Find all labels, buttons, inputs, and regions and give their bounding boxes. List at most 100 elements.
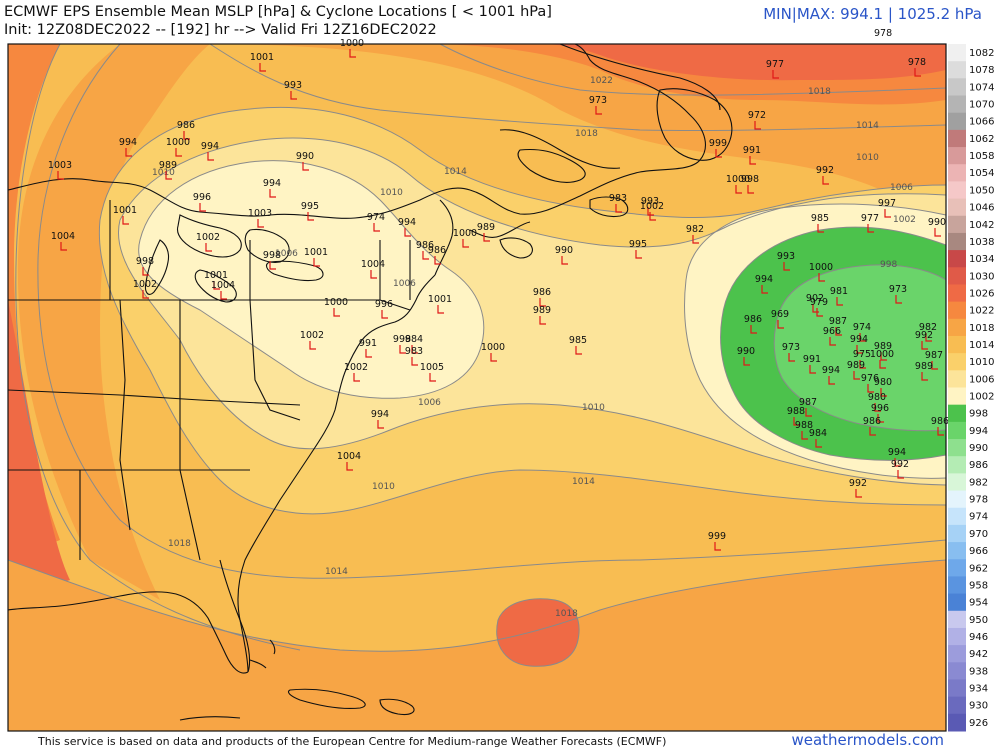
colorbar-label: 962 bbox=[969, 563, 988, 574]
cyclone-marker: 973 bbox=[782, 342, 800, 362]
cyclone-marker: 998 bbox=[393, 334, 411, 354]
low-symbol-icon bbox=[921, 341, 928, 350]
low-symbol-icon bbox=[856, 345, 863, 354]
cyclone-marker: 966 bbox=[823, 326, 841, 346]
low-symbol-icon bbox=[750, 325, 757, 334]
low-symbol-icon bbox=[879, 360, 886, 369]
cyclone-pressure-label: 984 bbox=[405, 334, 423, 345]
low-symbol-icon bbox=[931, 361, 938, 370]
cyclone-marker: 997 bbox=[878, 198, 896, 218]
cyclone-pressure-label: 988 bbox=[787, 406, 805, 417]
low-symbol-icon bbox=[259, 63, 266, 72]
cyclone-marker: 991 bbox=[803, 354, 821, 374]
isobar-label: 1006 bbox=[393, 279, 416, 289]
cyclone-marker: 1002 bbox=[640, 201, 664, 221]
colorbar-label: 926 bbox=[969, 718, 988, 729]
low-symbol-icon bbox=[381, 310, 388, 319]
cyclone-pressure-label: 990 bbox=[296, 151, 314, 162]
low-symbol-icon bbox=[399, 345, 406, 354]
low-symbol-icon bbox=[165, 171, 172, 180]
low-symbol-icon bbox=[855, 489, 862, 498]
low-symbol-icon bbox=[884, 209, 891, 218]
cyclone-marker: 1004 bbox=[337, 451, 361, 471]
cyclone-marker: 976 bbox=[861, 373, 879, 393]
low-symbol-icon bbox=[735, 185, 742, 194]
cyclone-marker: 993 bbox=[284, 80, 302, 100]
cyclone-marker: 973 bbox=[589, 95, 607, 115]
cyclone-marker: 1003 bbox=[248, 208, 272, 228]
colorbar-label: 1018 bbox=[969, 323, 994, 334]
cyclone-pressure-label: 1001 bbox=[304, 247, 328, 258]
cyclone-marker: 1000 bbox=[726, 174, 750, 194]
low-symbol-icon bbox=[649, 212, 656, 221]
colorbar-swatch bbox=[948, 61, 966, 79]
cyclone-pressure-label: 1002 bbox=[133, 279, 157, 290]
colorbar-label: 1038 bbox=[969, 237, 994, 248]
cyclone-pressure-label: 1002 bbox=[196, 232, 220, 243]
cyclone-pressure-label: 990 bbox=[928, 217, 946, 228]
cyclone-marker: 969 bbox=[771, 309, 789, 329]
cyclone-pressure-label: 972 bbox=[748, 110, 766, 121]
isobar-label: 1014 bbox=[856, 121, 879, 131]
low-symbol-icon bbox=[816, 308, 823, 317]
colorbar-swatch bbox=[948, 421, 966, 440]
cyclone-marker: 989 bbox=[847, 360, 865, 380]
low-symbol-icon bbox=[692, 235, 699, 244]
cyclone-marker: 994 bbox=[822, 365, 840, 385]
low-symbol-icon bbox=[142, 267, 149, 276]
colorbar-label: 982 bbox=[969, 477, 988, 488]
colorbar-swatch bbox=[948, 473, 966, 492]
low-symbol-icon bbox=[373, 223, 380, 232]
cyclone-marker: 1003 bbox=[48, 160, 72, 180]
low-symbol-icon bbox=[937, 427, 944, 436]
low-symbol-icon bbox=[490, 353, 497, 362]
isobar-label: 1010 bbox=[582, 403, 605, 413]
cyclone-pressure-label: 1000 bbox=[453, 228, 477, 239]
cyclone-marker: 980 bbox=[868, 392, 886, 412]
cyclone-pressure-label: 982 bbox=[686, 224, 704, 235]
pressure-field bbox=[8, 44, 946, 731]
isobar-label: 1002 bbox=[893, 215, 916, 225]
cyclone-pressure-label: 990 bbox=[555, 245, 573, 256]
low-symbol-icon bbox=[122, 216, 129, 225]
low-symbol-icon bbox=[859, 333, 866, 342]
colorbar-label: 1066 bbox=[969, 117, 994, 128]
cyclone-pressure-label: 1000 bbox=[324, 297, 348, 308]
cyclone-pressure-label: 1001 bbox=[113, 205, 137, 216]
cyclone-marker: 998 bbox=[136, 256, 154, 276]
cyclone-marker: 990 bbox=[928, 217, 946, 237]
cyclone-pressure-label: 1000 bbox=[870, 349, 894, 360]
colorbar-swatch bbox=[948, 456, 966, 474]
low-symbol-icon bbox=[561, 256, 568, 265]
colorbar-swatch bbox=[948, 164, 966, 182]
cyclone-marker: 994 bbox=[119, 137, 137, 157]
low-symbol-icon bbox=[874, 403, 881, 412]
low-symbol-icon bbox=[914, 68, 921, 77]
low-symbol-icon bbox=[859, 360, 866, 369]
low-symbol-icon bbox=[302, 162, 309, 171]
cyclone-pressure-label: 985 bbox=[811, 213, 829, 224]
isobar-label: 1010 bbox=[380, 188, 403, 198]
low-symbol-icon bbox=[793, 417, 800, 426]
cyclone-marker: 1001 bbox=[113, 205, 137, 225]
cyclone-marker: 1000 bbox=[453, 228, 477, 248]
cyclone-pressure-label: 1004 bbox=[361, 259, 385, 270]
cyclone-pressure-label: 984 bbox=[809, 428, 827, 439]
cyclone-pressure-label: 986 bbox=[744, 314, 762, 325]
low-symbol-icon bbox=[220, 291, 227, 300]
cyclone-marker: 1000 bbox=[340, 38, 364, 58]
low-symbol-icon bbox=[635, 250, 642, 259]
colorbar: 1082 1078 1074 1070 1066 1062 1058 1054 1050 1046… bbox=[948, 44, 994, 732]
colorbar-swatch bbox=[948, 129, 966, 148]
isobar-labels: 1022 1018 1014 1010 1006 1002 998 1018 1014 1010 1… bbox=[152, 76, 916, 619]
cyclone-marker: 975 bbox=[853, 349, 871, 369]
map-frame bbox=[7, 43, 947, 732]
cyclone-pressure-label: 1000 bbox=[340, 38, 364, 49]
cyclone-pressure-label: 998 bbox=[741, 174, 759, 185]
low-symbol-icon bbox=[897, 470, 904, 479]
cyclone-pressure-label: 983 bbox=[405, 346, 423, 357]
cyclone-marker: 985 bbox=[569, 335, 587, 355]
brand-link[interactable]: weathermodels.com bbox=[791, 731, 944, 749]
low-symbol-icon bbox=[437, 305, 444, 314]
